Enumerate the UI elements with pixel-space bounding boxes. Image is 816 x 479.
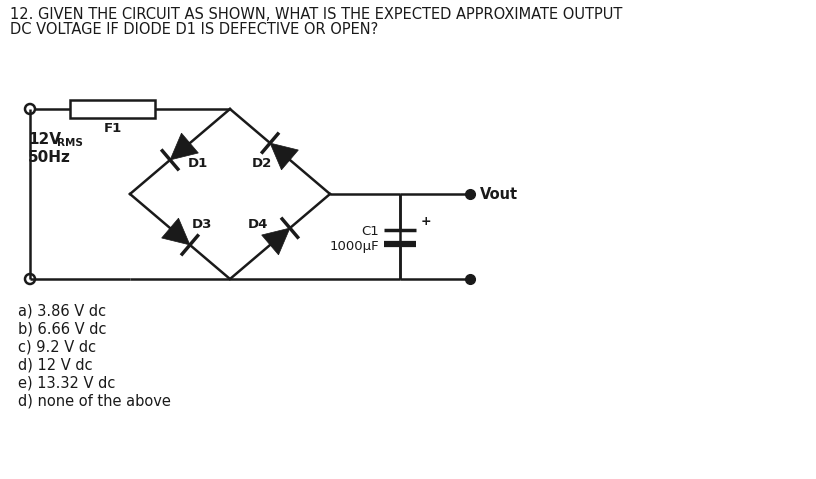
- Polygon shape: [170, 133, 198, 160]
- Text: e) 13.32 V dc: e) 13.32 V dc: [18, 376, 115, 391]
- Text: D4: D4: [248, 218, 268, 231]
- Text: 50Hz: 50Hz: [28, 149, 71, 164]
- Text: d) 12 V dc: d) 12 V dc: [18, 358, 93, 373]
- Text: F1: F1: [104, 122, 122, 135]
- Polygon shape: [262, 228, 290, 255]
- Text: c) 9.2 V dc: c) 9.2 V dc: [18, 340, 96, 355]
- Text: +: +: [421, 215, 432, 228]
- Polygon shape: [162, 218, 190, 245]
- Text: D1: D1: [188, 157, 208, 170]
- Text: d) none of the above: d) none of the above: [18, 394, 171, 409]
- Text: 12V: 12V: [28, 132, 61, 147]
- Text: a) 3.86 V dc: a) 3.86 V dc: [18, 304, 106, 319]
- Text: D3: D3: [192, 218, 212, 231]
- Bar: [70, 100, 155, 118]
- Text: C1: C1: [361, 225, 379, 238]
- Text: RMS: RMS: [57, 138, 83, 148]
- Text: b) 6.66 V dc: b) 6.66 V dc: [18, 322, 107, 337]
- Text: D2: D2: [252, 157, 272, 170]
- Polygon shape: [270, 143, 299, 170]
- Text: DC VOLTAGE IF DIODE D1 IS DEFECTIVE OR OPEN?: DC VOLTAGE IF DIODE D1 IS DEFECTIVE OR O…: [10, 22, 379, 37]
- Text: Vout: Vout: [480, 186, 518, 202]
- Text: 1000μF: 1000μF: [330, 240, 379, 253]
- Text: 12. GIVEN THE CIRCUIT AS SHOWN, WHAT IS THE EXPECTED APPROXIMATE OUTPUT: 12. GIVEN THE CIRCUIT AS SHOWN, WHAT IS …: [10, 7, 623, 22]
